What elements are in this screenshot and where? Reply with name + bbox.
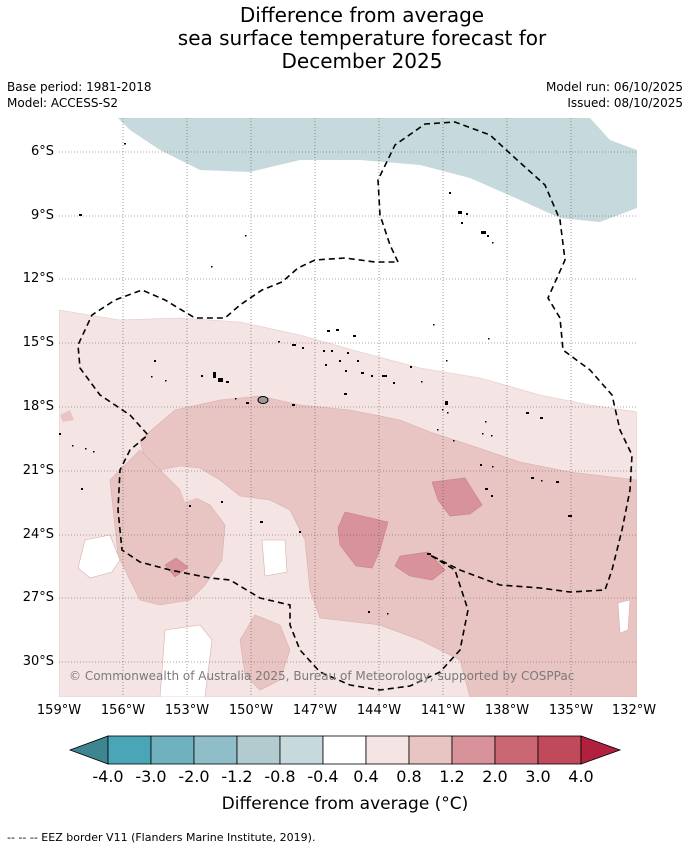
colorbar-label: -4.0 xyxy=(92,767,124,786)
colorbar-label: -1.2 xyxy=(221,767,253,786)
colorbar-bin xyxy=(537,735,582,765)
colorbar-label: 0.4 xyxy=(353,767,379,786)
warm-strong-4 xyxy=(164,557,189,578)
colorbar-bin xyxy=(150,735,195,765)
colorbar-label: 1.2 xyxy=(439,767,465,786)
map-area xyxy=(59,118,637,697)
title-line-3: December 2025 xyxy=(281,49,443,73)
warm-strong-2 xyxy=(431,477,483,517)
lon-label: 150°W xyxy=(228,703,274,718)
lon-label: 135°W xyxy=(548,703,594,718)
title-line-1: Difference from average xyxy=(239,3,485,27)
colorbar-bin xyxy=(322,735,367,765)
map-title: Difference from average sea surface temp… xyxy=(0,4,690,73)
warm-strong-3 xyxy=(394,551,446,581)
model-name: Model: ACCESS-S2 xyxy=(7,96,119,110)
lon-label: 144°W xyxy=(356,703,402,718)
islands xyxy=(59,143,572,615)
colorbar-bin xyxy=(279,735,324,765)
gridlines xyxy=(59,118,637,697)
lon-label: 132°W xyxy=(611,703,657,718)
warm-edge-blob xyxy=(60,410,74,422)
neutral-patch-5 xyxy=(617,599,631,634)
eez-border xyxy=(77,121,633,691)
lon-label: 153°W xyxy=(164,703,210,718)
colorbar-label: 4.0 xyxy=(568,767,594,786)
lat-label: 18°S xyxy=(22,399,54,414)
warm-moderate-west xyxy=(109,449,226,606)
model-run: Model run: 06/10/2025 xyxy=(545,80,683,94)
lat-label: 30°S xyxy=(22,654,54,669)
colorbar-label: -3.0 xyxy=(135,767,167,786)
colorbar-bin xyxy=(193,735,238,765)
colorbar-title: Difference from average (°C) xyxy=(221,794,469,814)
colorbar-low-arrow xyxy=(68,735,109,765)
warm-moderate-south xyxy=(239,614,291,691)
warm-strong-1 xyxy=(337,511,389,569)
lon-label: 141°W xyxy=(420,703,466,718)
colorbar-label: 0.8 xyxy=(396,767,422,786)
colorbar-label: 2.0 xyxy=(482,767,508,786)
issued-date: Issued: 08/10/2025 xyxy=(567,96,683,110)
colorbar xyxy=(68,735,622,765)
lon-label: 159°W xyxy=(36,703,82,718)
colorbar-bin xyxy=(408,735,453,765)
colorbar-bin xyxy=(494,735,539,765)
lat-label: 15°S xyxy=(22,335,54,350)
title-line-2: sea surface temperature forecast for xyxy=(177,26,547,50)
colorbar-bin xyxy=(365,735,410,765)
lat-label: 27°S xyxy=(22,590,54,605)
lat-label: 9°S xyxy=(30,208,54,223)
colorbar-bin xyxy=(451,735,496,765)
neutral-patch-4 xyxy=(175,470,205,502)
lat-label: 6°S xyxy=(30,144,54,159)
meta-right: Model run: 06/10/2025 Issued: 08/10/2025 xyxy=(546,79,683,111)
colorbar-label: -0.8 xyxy=(264,767,296,786)
colorbar-bin xyxy=(107,735,152,765)
neutral-patch-2 xyxy=(261,539,288,577)
colorbar-high-arrow xyxy=(580,735,622,765)
lon-label: 156°W xyxy=(100,703,146,718)
cool-anomaly-region xyxy=(118,118,637,222)
lat-label: 24°S xyxy=(22,527,54,542)
colorbar-bin xyxy=(236,735,281,765)
lon-label: 138°W xyxy=(484,703,530,718)
eez-legend-note: -- -- -- EEZ border V11 (Flanders Marine… xyxy=(7,831,316,844)
colorbar-label: 3.0 xyxy=(525,767,551,786)
warm-moderate-blob xyxy=(472,654,520,697)
meta-left: Base period: 1981-2018 Model: ACCESS-S2 xyxy=(7,79,152,111)
neutral-patch-3 xyxy=(159,624,213,697)
tahiti-island xyxy=(257,396,269,404)
lat-label: 12°S xyxy=(22,271,54,286)
colorbar-label: -0.4 xyxy=(307,767,339,786)
base-period: Base period: 1981-2018 xyxy=(7,80,152,94)
colorbar-label: -2.0 xyxy=(178,767,210,786)
copyright-notice: © Commonwealth of Australia 2025, Bureau… xyxy=(69,669,575,683)
lon-label: 147°W xyxy=(292,703,338,718)
lat-label: 21°S xyxy=(22,463,54,478)
